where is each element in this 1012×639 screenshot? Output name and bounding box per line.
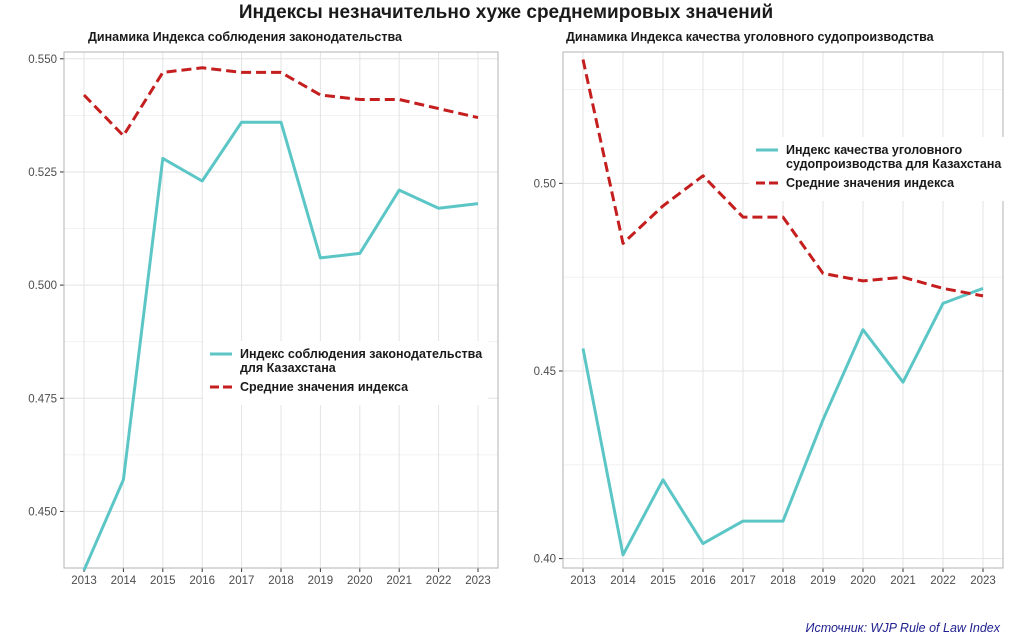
legend-key-solid xyxy=(209,347,233,361)
panel-border xyxy=(562,51,1004,569)
x-tick-label: 2020 xyxy=(850,575,876,587)
x-tick-label: 2017 xyxy=(730,575,756,587)
right-chart-title: Динамика Индекса качества уголовного суд… xyxy=(566,30,934,44)
legend-item-average: Средние значения индекса xyxy=(209,380,482,394)
panel-border xyxy=(63,51,499,569)
y-tick-label: 0.475 xyxy=(28,393,57,405)
y-tick-label: 0.550 xyxy=(28,54,57,66)
y-tick-label: 0.500 xyxy=(28,280,57,292)
x-tick-label: 2021 xyxy=(386,575,412,587)
x-tick-label: 2016 xyxy=(189,575,215,587)
right-chart-legend: Индекс качества уголовного судопроизводс… xyxy=(749,137,1008,201)
source-note: Источник: WJP Rule of Law Index xyxy=(805,621,1000,635)
x-tick-label: 2023 xyxy=(465,575,491,587)
legend-item-average: Средние значения индекса xyxy=(755,176,1001,190)
x-tick-label: 2021 xyxy=(890,575,916,587)
x-tick-label: 2013 xyxy=(570,575,596,587)
y-tick-label: 0.525 xyxy=(28,167,57,179)
legend-label-kazakhstan: Индекс качества уголовного судопроизводс… xyxy=(786,143,1002,171)
main-title: Индексы незначительно хуже среднемировых… xyxy=(238,2,774,23)
left-chart-legend: Индекс соблюдения законодательства для К… xyxy=(203,341,489,405)
x-tick-label: 2014 xyxy=(610,575,636,587)
x-tick-label: 2018 xyxy=(268,575,294,587)
x-tick-label: 2022 xyxy=(930,575,956,587)
x-tick-label: 2013 xyxy=(71,575,97,587)
x-tick-label: 2023 xyxy=(970,575,996,587)
x-tick-label: 2014 xyxy=(111,575,137,587)
right-series-average-line xyxy=(581,59,984,298)
y-tick-label: 0.45 xyxy=(534,366,556,378)
y-tick-label: 0.450 xyxy=(28,506,57,518)
legend-key-dashed xyxy=(755,176,779,190)
legend-label-average: Средние значения индекса xyxy=(240,380,409,394)
left-chart-title: Динамика Индекса соблюдения законодатель… xyxy=(88,30,402,44)
x-tick-label: 2020 xyxy=(347,575,373,587)
x-tick-label: 2018 xyxy=(770,575,796,587)
right-series-kazakhstan-line xyxy=(581,286,984,557)
x-tick-label: 2015 xyxy=(150,575,176,587)
x-tick-label: 2017 xyxy=(229,575,255,587)
legend-key-solid xyxy=(755,143,779,157)
x-tick-label: 2015 xyxy=(650,575,676,587)
x-tick-label: 2022 xyxy=(426,575,452,587)
legend-key-dashed xyxy=(209,380,233,394)
y-tick-label: 0.50 xyxy=(534,178,556,190)
y-tick-label: 0.40 xyxy=(534,554,556,566)
left-series-kazakhstan-line xyxy=(82,120,479,571)
left-series-average-line xyxy=(82,66,479,138)
legend-item-kazakhstan: Индекс качества уголовного судопроизводс… xyxy=(755,143,1001,171)
legend-label-kazakhstan: Индекс соблюдения законодательства для К… xyxy=(240,347,483,375)
legend-item-kazakhstan: Индекс соблюдения законодательства для К… xyxy=(209,347,482,375)
x-tick-label: 2019 xyxy=(308,575,334,587)
x-tick-label: 2016 xyxy=(690,575,716,587)
x-tick-label: 2019 xyxy=(810,575,836,587)
legend-label-average: Средние значения индекса xyxy=(786,176,955,190)
